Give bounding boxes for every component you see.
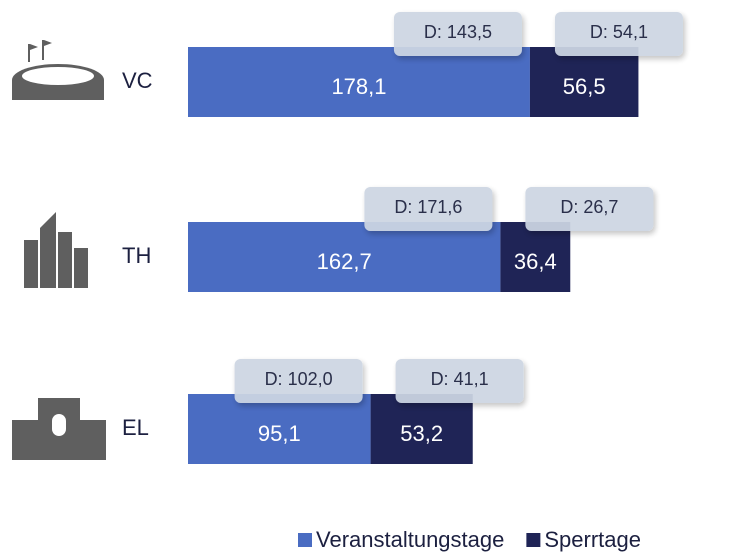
value-label: 36,4 <box>514 249 557 274</box>
value-label: 53,2 <box>400 421 443 446</box>
value-label: 56,5 <box>563 74 606 99</box>
annotation: D: 26,7 <box>560 197 618 217</box>
bar-segment <box>370 394 473 464</box>
value-label: 178,1 <box>331 74 386 99</box>
annotation-box <box>554 12 683 56</box>
annotation: D: 171,6 <box>394 197 462 217</box>
category-label: EL <box>122 415 149 440</box>
category-label: VC <box>122 68 153 93</box>
annotation-box <box>395 359 524 403</box>
stadium-icon <box>12 40 104 100</box>
city-icon <box>24 212 88 288</box>
annotation-box <box>234 359 363 403</box>
value-label: 95,1 <box>258 421 301 446</box>
bar-segment <box>188 47 530 117</box>
annotation: D: 102,0 <box>265 369 333 389</box>
annotation-box <box>364 187 493 231</box>
bar-segment <box>500 222 571 292</box>
bar-segment <box>188 394 371 464</box>
annotation-box <box>393 12 522 56</box>
legend-label: Veranstaltungstage <box>316 527 504 552</box>
castle-icon <box>12 398 106 460</box>
annotation-box <box>525 187 654 231</box>
bar-segment <box>529 47 639 117</box>
annotation: D: 41,1 <box>431 369 489 389</box>
bar-segment <box>188 222 501 292</box>
legend-swatch <box>298 533 312 547</box>
value-label: 162,7 <box>317 249 372 274</box>
legend-label: Sperrtage <box>544 527 641 552</box>
legend-swatch <box>526 533 541 547</box>
annotation: D: 54,1 <box>590 22 648 42</box>
category-label: TH <box>122 243 151 268</box>
annotation: D: 143,5 <box>424 22 492 42</box>
